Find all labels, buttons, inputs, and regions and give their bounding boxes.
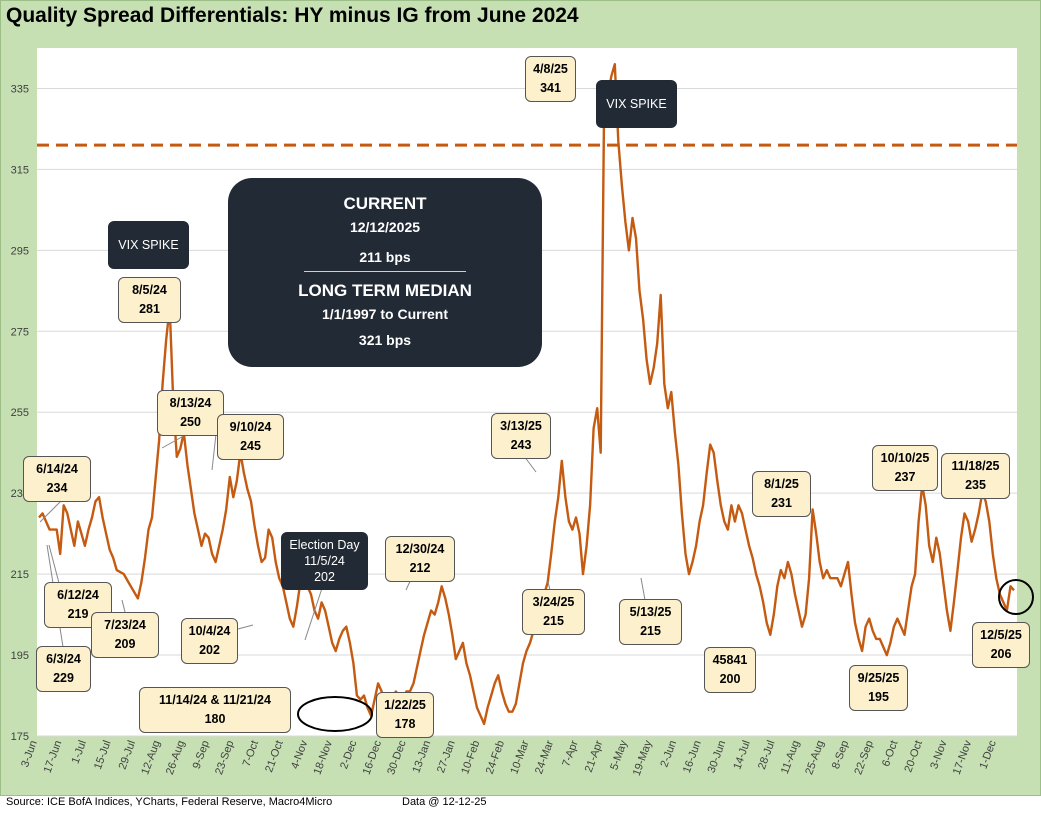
x-axis: 3-Jun 17-Jun 1-Jul 15-Jul 29-Jul 12-Aug 26-Aug…	[19, 738, 999, 777]
low-highlight-ellipse	[297, 696, 373, 732]
leader-line	[237, 624, 254, 630]
x-tick-label: 12-Aug	[139, 739, 162, 776]
leader-line	[48, 544, 60, 584]
callout-12-30-24: 12/30/24 212	[385, 536, 455, 582]
x-tick-label: 1-Jul	[70, 739, 89, 766]
callout-6-14-24: 6/14/24 234	[23, 456, 91, 502]
callout-8-5-24: 8/5/24 281	[118, 277, 181, 323]
leader-line	[211, 433, 217, 471]
callout-9-25-25: 9/25/25 195	[849, 665, 908, 711]
x-tick-label: 5-May	[608, 738, 630, 771]
leader-line	[547, 581, 551, 591]
current-date: 12/12/2025	[349, 219, 421, 235]
x-tick-label: 2-Dec	[338, 738, 359, 770]
y-tick-label: 195	[11, 650, 29, 662]
callout-1-22-25: 1/22/25 178	[376, 692, 434, 738]
x-tick-label: 28-Jul	[756, 739, 778, 771]
median-range: 1/1/1997 to Current	[321, 306, 449, 322]
vix-spike-label-2025: VIX SPIKE	[596, 80, 677, 128]
election-day-title: Election Day	[289, 538, 360, 552]
callout-7-23-24: 7/23/24 209	[91, 612, 159, 658]
y-tick-label: 295	[11, 245, 29, 257]
x-tick-label: 4-Nov	[289, 738, 310, 770]
callout-12-5-25: 12/5/25 206	[972, 622, 1030, 668]
x-tick-label: 3-Nov	[928, 738, 949, 770]
x-tick-label: 24-Mar	[533, 739, 556, 776]
callout-3-24-25: 3/24/25 215	[522, 589, 585, 635]
x-tick-label: 17-Jun	[42, 739, 65, 775]
data-date-note: Data @ 12-12-25	[402, 796, 487, 808]
x-tick-label: 22-Sep	[852, 739, 875, 776]
x-tick-label: 26-Aug	[164, 739, 187, 776]
callout-9-10-24: 9/10/24 245	[217, 414, 284, 460]
current-value: 211 bps	[359, 249, 411, 265]
y-tick-label: 215	[11, 569, 29, 581]
leader-line	[121, 599, 126, 613]
x-tick-label: 21-Apr	[583, 739, 606, 774]
x-tick-label: 3-Jun	[19, 739, 40, 769]
callout-6-3-24: 6/3/24 229	[36, 646, 91, 692]
x-tick-label: 24-Feb	[484, 739, 507, 776]
y-tick-label: 255	[11, 407, 29, 419]
y-tick-label: 315	[11, 164, 29, 176]
median-heading: LONG TERM MEDIAN	[298, 281, 472, 300]
x-tick-label: 8-Sep	[830, 739, 851, 771]
x-tick-label: 9-Sep	[191, 739, 212, 771]
callout-45841: 45841 200	[704, 647, 756, 693]
x-tick-label: 7-Apr	[560, 739, 581, 769]
x-tick-label: 10-Feb	[459, 739, 482, 776]
x-tick-label: 7-Oct	[241, 739, 261, 768]
x-tick-label: 20-Oct	[902, 739, 925, 774]
summary-box: CURRENT 12/12/2025 211 bps LONG TERM MED…	[228, 178, 542, 367]
x-tick-label: 16-Dec	[361, 738, 385, 776]
x-tick-label: 14-Jul	[731, 739, 753, 771]
election-day-label: Election Day 11/5/24 202	[281, 532, 368, 590]
y-tick-label: 175	[11, 731, 29, 743]
callout-5-13-25: 5/13/25 215	[619, 599, 682, 645]
callout-11-18-25: 11/18/25 235	[941, 453, 1010, 499]
x-tick-label: 17-Nov	[951, 738, 975, 776]
election-day-value: 202	[314, 570, 335, 584]
x-tick-label: 27-Jan	[435, 739, 458, 775]
x-tick-label: 1-Dec	[978, 738, 999, 770]
callout-4-8-25: 4/8/25 341	[525, 56, 576, 102]
x-tick-label: 30-Dec	[385, 738, 409, 776]
x-tick-label: 15-Jul	[92, 739, 114, 771]
x-tick-label: 11-Aug	[779, 739, 802, 776]
x-tick-label: 30-Jun	[706, 739, 729, 775]
callout-3-13-25: 3/13/25 243	[491, 413, 551, 459]
callout-11-14-24: 11/14/24 & 11/21/24 180	[139, 687, 291, 733]
callout-10-10-25: 10/10/25 237	[872, 445, 938, 491]
callout-8-13-24: 8/13/24 250	[157, 390, 224, 436]
x-tick-label: 19-May	[631, 738, 655, 777]
current-heading: CURRENT	[343, 194, 427, 213]
source-note: Source: ICE BofA Indices, YCharts, Feder…	[6, 796, 333, 808]
x-tick-label: 25-Aug	[803, 739, 826, 776]
y-tick-label: 335	[11, 83, 29, 95]
election-day-date: 11/5/24	[304, 554, 345, 568]
callout-8-1-25: 8/1/25 231	[752, 471, 811, 517]
x-tick-label: 16-Jun	[681, 739, 704, 775]
callout-10-4-24: 10/4/24 202	[181, 618, 238, 664]
chart-title: Quality Spread Differentials: HY minus I…	[6, 4, 579, 27]
x-tick-label: 10-Mar	[508, 739, 531, 776]
leader-line	[640, 577, 646, 601]
x-tick-label: 18-Nov	[311, 738, 335, 776]
x-tick-label: 13-Jan	[410, 739, 433, 775]
current-highlight-circle	[998, 579, 1034, 615]
vix-spike-label-2024: VIX SPIKE	[108, 221, 189, 269]
x-tick-label: 29-Jul	[117, 739, 139, 771]
median-value: 321 bps	[358, 332, 412, 348]
x-tick-label: 6-Oct	[880, 739, 900, 768]
x-tick-label: 2-Jun	[658, 739, 679, 769]
leader-line	[39, 498, 64, 523]
x-tick-label: 23-Sep	[213, 739, 236, 776]
summary-divider	[304, 271, 466, 272]
x-tick-label: 21-Oct	[263, 739, 286, 774]
y-tick-label: 275	[11, 326, 29, 338]
